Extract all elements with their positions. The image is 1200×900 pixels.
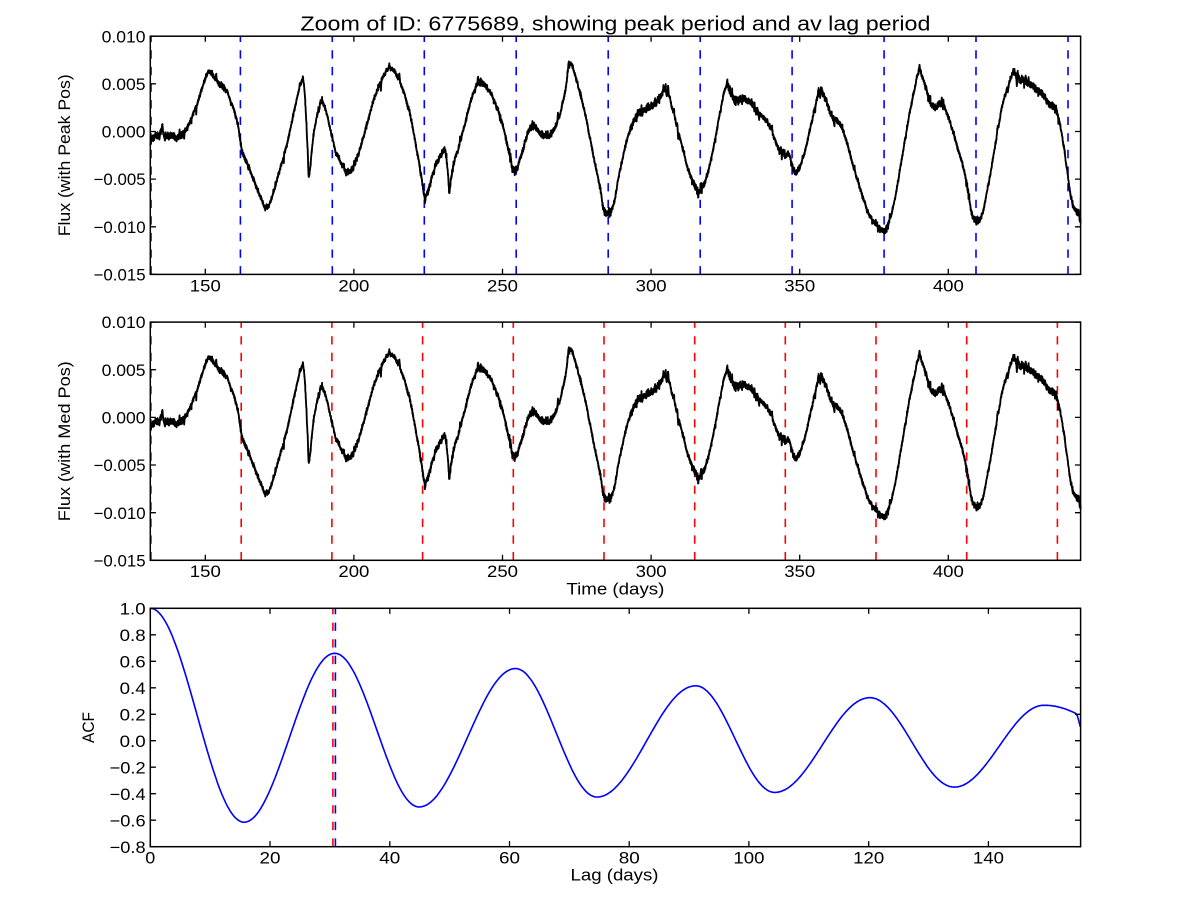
svg-text:0.005: 0.005 (102, 361, 146, 380)
svg-text:0.4: 0.4 (120, 679, 146, 698)
svg-text:0: 0 (145, 848, 155, 867)
svg-text:ACF: ACF (79, 712, 98, 743)
svg-text:Time (days): Time (days) (566, 580, 664, 599)
svg-text:−0.010: −0.010 (94, 218, 146, 237)
svg-text:300: 300 (636, 276, 667, 295)
svg-text:250: 250 (487, 276, 518, 295)
svg-text:Lag (days): Lag (days) (571, 866, 659, 885)
svg-text:100: 100 (733, 848, 764, 867)
svg-text:−0.015: −0.015 (94, 551, 146, 570)
svg-text:350: 350 (784, 276, 815, 295)
svg-text:0.0: 0.0 (120, 732, 146, 751)
svg-text:250: 250 (487, 562, 518, 581)
svg-text:0.000: 0.000 (102, 123, 146, 142)
svg-text:0.005: 0.005 (102, 75, 146, 94)
svg-text:0.6: 0.6 (120, 652, 146, 671)
svg-text:400: 400 (933, 276, 964, 295)
svg-text:−0.6: −0.6 (110, 811, 146, 830)
svg-text:150: 150 (190, 276, 221, 295)
svg-text:−0.005: −0.005 (94, 456, 146, 475)
svg-text:80: 80 (619, 848, 640, 867)
svg-text:1.0: 1.0 (120, 599, 146, 618)
svg-text:Zoom of ID: 6775689, showing p: Zoom of ID: 6775689, showing peak period… (300, 14, 930, 36)
svg-text:0.8: 0.8 (120, 626, 146, 645)
svg-text:400: 400 (933, 562, 964, 581)
svg-text:0.000: 0.000 (102, 408, 146, 427)
svg-text:40: 40 (379, 848, 400, 867)
svg-text:120: 120 (853, 848, 884, 867)
svg-text:0.010: 0.010 (102, 27, 146, 46)
svg-text:150: 150 (190, 562, 221, 581)
svg-text:−0.010: −0.010 (94, 504, 146, 523)
svg-text:140: 140 (973, 848, 1004, 867)
svg-text:−0.005: −0.005 (94, 170, 146, 189)
svg-text:20: 20 (260, 848, 281, 867)
svg-text:−0.015: −0.015 (94, 266, 146, 285)
svg-text:−0.8: −0.8 (110, 838, 146, 857)
svg-text:60: 60 (499, 848, 520, 867)
svg-text:−0.2: −0.2 (110, 758, 146, 777)
svg-text:−0.4: −0.4 (110, 785, 146, 804)
svg-text:200: 200 (338, 276, 369, 295)
svg-text:Flux (with Peak Pos): Flux (with Peak Pos) (55, 74, 74, 236)
svg-text:0.010: 0.010 (102, 313, 146, 332)
svg-text:300: 300 (636, 562, 667, 581)
svg-text:350: 350 (784, 562, 815, 581)
svg-text:0.2: 0.2 (120, 705, 146, 724)
svg-text:Flux (with Med Pos): Flux (with Med Pos) (55, 361, 74, 521)
svg-text:200: 200 (338, 562, 369, 581)
